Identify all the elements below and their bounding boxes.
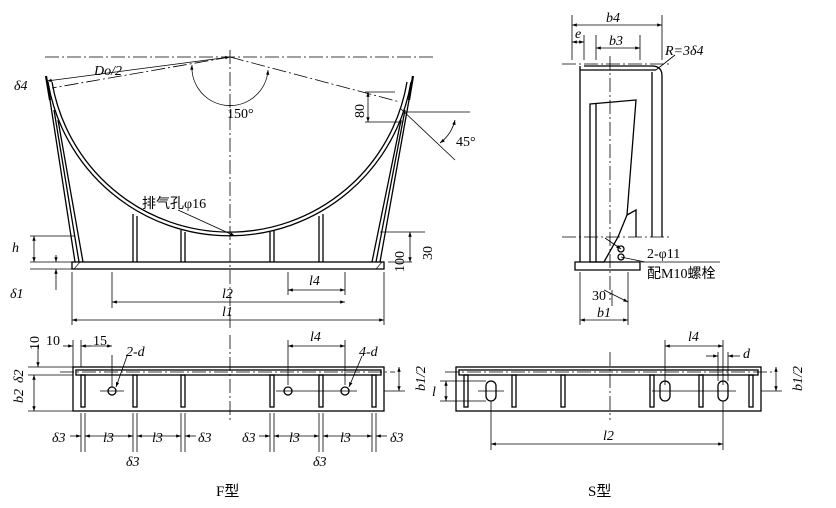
label-f-b2: b2 bbox=[12, 389, 27, 403]
s-rib bbox=[511, 374, 517, 408]
label-b1: b1 bbox=[597, 306, 611, 321]
f-rib bbox=[80, 374, 86, 408]
label-80: 80 bbox=[353, 104, 368, 118]
label-h: h bbox=[12, 241, 19, 256]
label-f-d3-2: δ3 bbox=[198, 431, 212, 446]
do2-dimension bbox=[46, 55, 231, 83]
label-f-d2: δ2 bbox=[12, 369, 27, 383]
label-30-side: 30 bbox=[592, 289, 606, 304]
s-rib bbox=[463, 374, 469, 408]
f-rib bbox=[132, 374, 138, 408]
label-f-d3-1: δ3 bbox=[52, 431, 66, 446]
base-plate bbox=[71, 261, 385, 270]
label-f-10b: 10 bbox=[28, 336, 43, 350]
f-rib bbox=[180, 374, 186, 408]
label-f-d3-3: δ3 bbox=[242, 431, 256, 446]
label-f-l3-3: l3 bbox=[289, 431, 300, 446]
label-l4: l4 bbox=[309, 274, 320, 289]
r-leader bbox=[655, 54, 676, 71]
side-web bbox=[589, 99, 637, 263]
label-e: e bbox=[575, 27, 581, 42]
s-rib bbox=[560, 374, 566, 408]
label-d1: δ1 bbox=[10, 287, 24, 302]
f-4d-leader bbox=[348, 355, 363, 388]
label-do2: Do/2 bbox=[93, 64, 122, 79]
angle45-arc bbox=[439, 119, 456, 144]
holes-leader-1 bbox=[604, 237, 622, 250]
bolt-hole-1 bbox=[617, 245, 625, 253]
front-view: δ4 Do/2 150° 80 45° 排气孔φ16 h δ1 30 100 l… bbox=[10, 50, 476, 330]
label-holes: 2-φ11 bbox=[647, 247, 680, 262]
label-b4: b4 bbox=[606, 11, 620, 26]
f-bottom-dims bbox=[70, 413, 387, 452]
label-f-4d: 4-d bbox=[359, 345, 379, 360]
vent-leader bbox=[177, 209, 236, 237]
side-wear-plate bbox=[584, 65, 663, 237]
holes-leader-2 bbox=[620, 256, 646, 263]
left-plate-end bbox=[44, 75, 52, 101]
base-hatch bbox=[375, 261, 383, 270]
f-2d-leader bbox=[115, 355, 128, 388]
right-plate-end bbox=[407, 75, 415, 101]
s-rib bbox=[748, 374, 754, 408]
label-f-d3-4: δ3 bbox=[390, 431, 404, 446]
label-f-10a: 10 bbox=[46, 334, 60, 349]
side-web-tail bbox=[626, 208, 637, 237]
base-hatch bbox=[73, 261, 81, 270]
s-plate-web bbox=[458, 369, 759, 376]
left-web-1 bbox=[49, 99, 76, 263]
label-f-l3-4: l3 bbox=[340, 431, 351, 446]
label-s-b12: b1/2 bbox=[791, 366, 806, 391]
label-f-l3-2: l3 bbox=[152, 431, 163, 446]
label-30: 30 bbox=[421, 246, 436, 260]
saddle-arc-inner bbox=[51, 81, 408, 233]
label-f-b12: b1/2 bbox=[414, 366, 429, 391]
s-type-plan: l4 d l b1/2 l2 bbox=[432, 330, 806, 450]
radius-line-right bbox=[229, 56, 401, 103]
radius-line-left bbox=[51, 56, 231, 89]
label-s-l4: l4 bbox=[688, 330, 699, 345]
label-f-d3-5: δ3 bbox=[126, 455, 140, 470]
label-f-15: 15 bbox=[93, 334, 107, 349]
angle45-line bbox=[399, 107, 456, 161]
label-b3: b3 bbox=[609, 34, 623, 49]
caption-s-type: S型 bbox=[588, 483, 611, 500]
label-s-l: l bbox=[432, 385, 436, 400]
right-web-3 bbox=[371, 119, 402, 263]
dim30-side-line bbox=[603, 289, 629, 303]
label-f-2d: 2-d bbox=[126, 345, 146, 360]
side-base bbox=[574, 66, 641, 271]
label-l1: l1 bbox=[222, 305, 233, 320]
caption-f-type: F型 bbox=[216, 483, 239, 500]
label-s-d: d bbox=[743, 347, 751, 362]
right-web-2 bbox=[375, 109, 406, 263]
label-s-l2: l2 bbox=[603, 429, 614, 444]
saddle-arc-outer bbox=[47, 81, 412, 237]
label-f-d3-6: δ3 bbox=[313, 455, 327, 470]
label-bolt: 配M10螺栓 bbox=[647, 266, 715, 282]
label-100: 100 bbox=[393, 251, 408, 272]
label-d4: δ4 bbox=[14, 79, 28, 94]
label-45: 45° bbox=[456, 135, 476, 150]
bolt-hole-2 bbox=[617, 253, 625, 261]
label-150: 150° bbox=[227, 107, 254, 122]
left-web-3 bbox=[57, 119, 84, 263]
f-type-plan: 10 10 15 2-d l4 4-d δ2 b2 b1/2 δ3 l3 l3 … bbox=[12, 330, 429, 470]
side-view: b4 e b3 R=3δ4 2-φ11 配M10螺栓 30 b1 bbox=[562, 11, 720, 325]
label-l2: l2 bbox=[222, 287, 233, 302]
label-vent: 排气孔φ16 bbox=[142, 196, 206, 212]
f-plate-outline bbox=[72, 366, 385, 412]
right-web-1 bbox=[379, 99, 410, 263]
left-web-2 bbox=[53, 109, 80, 263]
label-f-l4: l4 bbox=[310, 330, 321, 345]
label-f-l3-1: l3 bbox=[103, 431, 114, 446]
s-plate-outline bbox=[455, 366, 762, 412]
f-plate-web bbox=[75, 369, 382, 376]
f-rib bbox=[371, 374, 377, 408]
label-r: R=3δ4 bbox=[664, 44, 704, 59]
f-rib bbox=[269, 374, 275, 408]
